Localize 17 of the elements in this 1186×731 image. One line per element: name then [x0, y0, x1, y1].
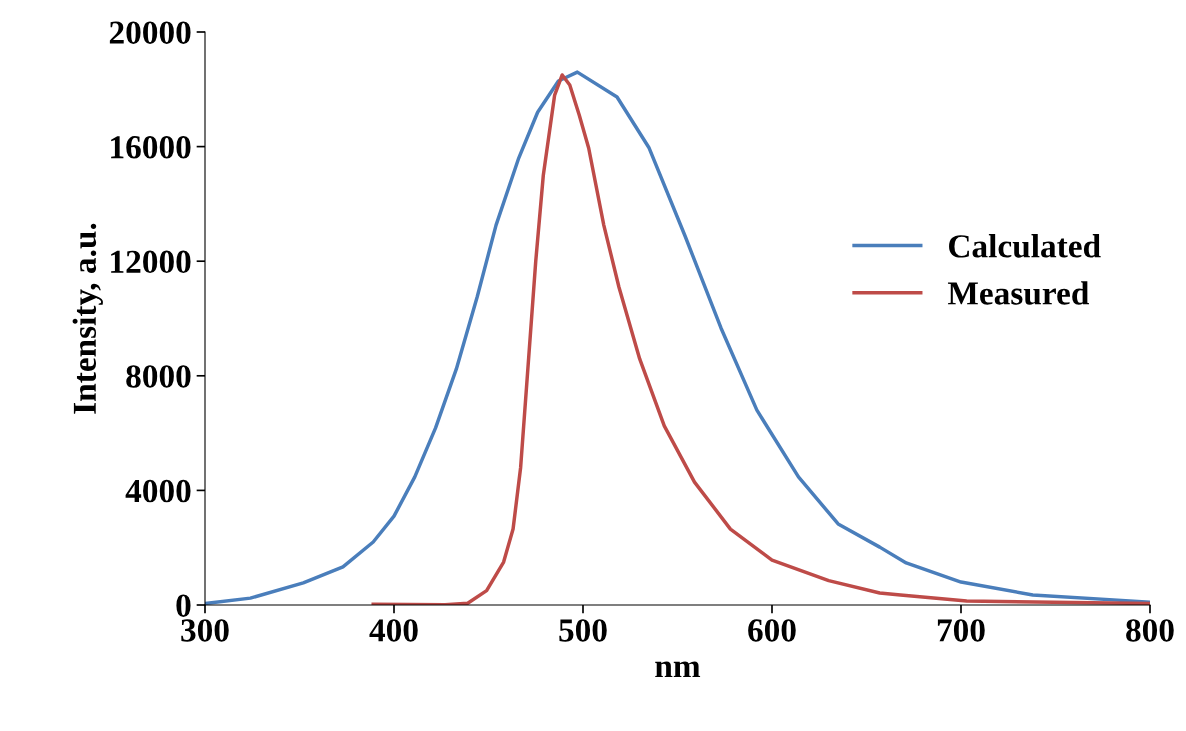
- y-tick-label: 12000: [111, 250, 191, 274]
- y-tick-label: 16000: [111, 136, 191, 159]
- x-tick-label: 800: [1126, 619, 1174, 642]
- x-tick-label: 400: [369, 619, 418, 642]
- y-tick-label: 4000: [125, 479, 191, 503]
- x-tick-label: 700: [937, 619, 985, 642]
- x-axis-title: nm: [655, 661, 701, 678]
- x-tick-label: 600: [748, 619, 796, 642]
- x-tick-label: 500: [559, 619, 607, 642]
- legend-label: Measured: [947, 281, 1090, 305]
- y-tick-label: 0: [176, 594, 191, 617]
- x-tick-label: 300: [181, 619, 229, 642]
- y-tick-label: 20000: [109, 21, 191, 44]
- line-series: [371, 73, 1150, 605]
- legend-label: Calculated: [949, 234, 1101, 258]
- y-axis-title: Intensity, a.u.: [72, 223, 103, 414]
- y-tick-label: 8000: [126, 365, 191, 388]
